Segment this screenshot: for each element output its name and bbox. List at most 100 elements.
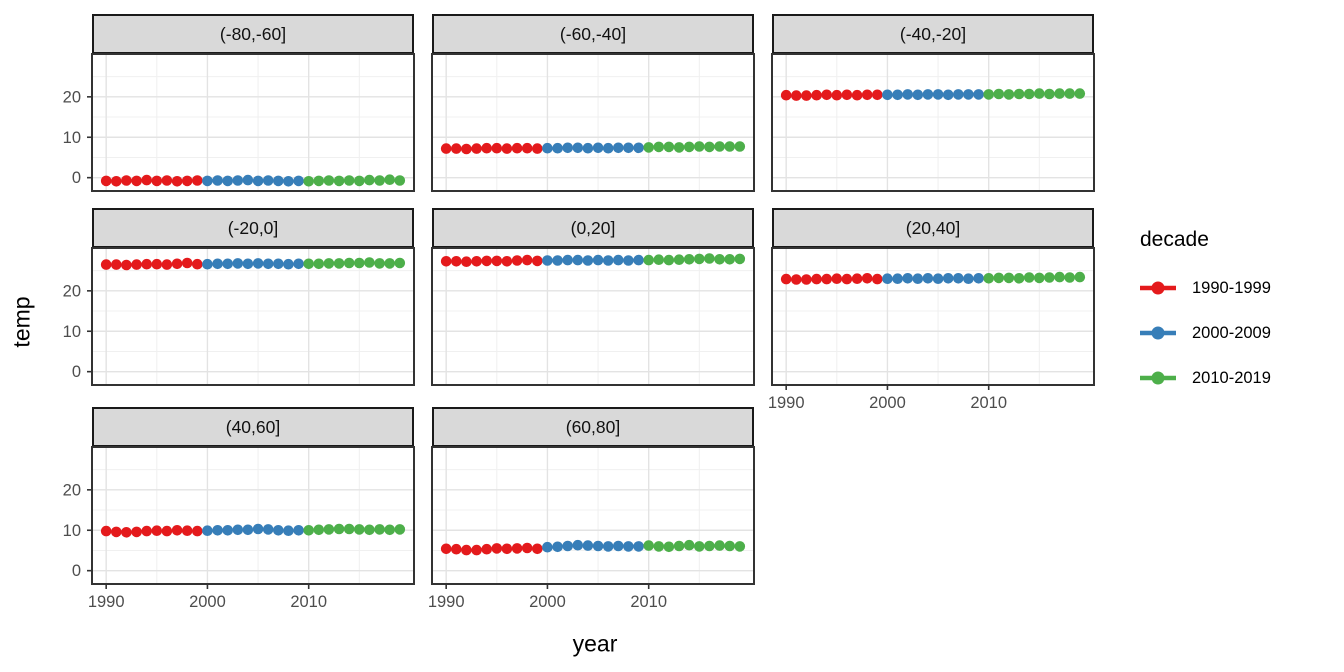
data-point — [323, 175, 335, 186]
data-point — [293, 258, 304, 270]
data-point — [440, 143, 452, 154]
data-point — [451, 143, 462, 154]
legend: decade 1990-1999 2000-2009 2010-2019 — [1138, 228, 1271, 413]
data-point — [394, 175, 406, 186]
facet-panel: (-80,-60] 0 10 20 — [63, 14, 415, 192]
data-point — [1023, 88, 1035, 100]
data-point — [592, 142, 604, 154]
data-point — [623, 142, 634, 154]
data-point — [364, 257, 375, 268]
data-point — [202, 258, 213, 270]
data-point — [511, 543, 523, 554]
data-point — [141, 174, 152, 186]
legend-entry: 2010-2019 — [1138, 368, 1271, 388]
data-point — [171, 258, 183, 270]
data-point — [602, 142, 614, 154]
data-point — [451, 543, 462, 555]
gridlines — [772, 54, 1094, 191]
panel-border — [431, 53, 755, 192]
data-point — [983, 89, 994, 100]
data-points — [100, 257, 406, 271]
facet-panel: (20,40] 1990 2000 2010 — [768, 208, 1095, 412]
data-point — [100, 525, 112, 537]
data-point — [623, 541, 634, 552]
data-point — [232, 175, 244, 186]
data-point — [694, 253, 705, 265]
data-point — [471, 256, 482, 267]
data-point — [633, 254, 644, 266]
data-point — [653, 141, 665, 153]
data-point — [724, 254, 735, 265]
data-point — [161, 175, 173, 186]
data-point — [501, 143, 513, 154]
data-point — [374, 175, 385, 186]
data-point — [121, 259, 132, 271]
data-point — [623, 255, 634, 266]
data-point — [932, 273, 944, 284]
data-point — [643, 142, 654, 153]
data-point — [942, 273, 954, 284]
data-point — [582, 540, 594, 551]
data-point — [121, 527, 132, 538]
data-point — [1003, 272, 1015, 284]
data-point — [704, 253, 715, 264]
data-point — [440, 543, 452, 555]
data-point — [354, 257, 365, 269]
data-point — [151, 258, 163, 270]
x-axis-tick-label: 2010 — [970, 394, 1007, 412]
y-axis-tick-label: 10 — [63, 129, 81, 147]
data-point — [714, 141, 725, 152]
data-point — [882, 89, 893, 101]
data-point — [131, 259, 142, 270]
gridlines — [432, 54, 754, 191]
x-axis-tick-label: 2000 — [529, 593, 566, 611]
data-point — [673, 540, 685, 552]
facet-plot-area: 0 10 20 1990 2000 2010 — [63, 446, 415, 611]
data-point — [613, 540, 624, 552]
data-point — [232, 258, 244, 269]
data-point — [283, 258, 294, 270]
data-point — [394, 257, 406, 269]
data-point — [521, 142, 533, 154]
data-point — [212, 258, 223, 270]
data-point — [653, 254, 665, 265]
data-point — [633, 541, 644, 552]
facet-plot-area — [431, 53, 755, 192]
data-point — [572, 254, 584, 266]
data-point — [283, 525, 294, 536]
data-point — [892, 273, 903, 284]
data-point — [973, 89, 984, 100]
data-point — [181, 525, 193, 536]
facet-panel: (-20,0] 0 10 20 — [63, 208, 415, 386]
data-point — [471, 143, 482, 154]
data-point — [440, 256, 452, 267]
data-point — [801, 274, 812, 285]
data-point — [171, 525, 183, 536]
data-point — [333, 523, 345, 535]
data-point — [303, 525, 314, 536]
data-point — [491, 543, 503, 554]
data-point — [262, 258, 274, 270]
data-point — [471, 544, 482, 556]
data-point — [111, 259, 122, 270]
data-point — [704, 141, 715, 153]
data-point — [384, 524, 396, 536]
data-point — [602, 541, 614, 552]
legend-key-icon — [1140, 326, 1176, 340]
x-axis-tick-label: 1990 — [768, 394, 805, 412]
data-point — [283, 176, 294, 187]
data-point — [1023, 272, 1035, 283]
data-point — [212, 525, 223, 536]
data-point — [212, 175, 223, 186]
data-point — [791, 274, 802, 285]
data-point — [451, 256, 462, 267]
data-point — [121, 175, 132, 186]
data-point — [902, 89, 913, 100]
data-point — [262, 175, 274, 186]
data-point — [663, 254, 675, 266]
data-point — [673, 254, 685, 265]
data-point — [993, 88, 1005, 100]
data-point — [821, 89, 832, 101]
data-point — [521, 542, 533, 554]
